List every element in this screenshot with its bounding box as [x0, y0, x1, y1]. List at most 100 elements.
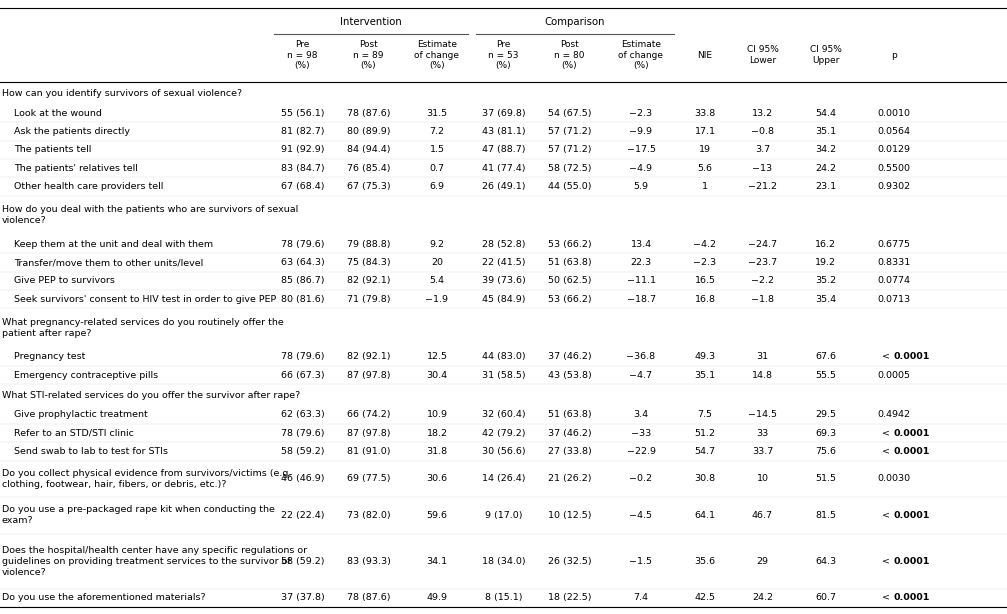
Text: CI 95%
Lower: CI 95% Lower [746, 45, 778, 65]
Text: 0.0564: 0.0564 [877, 127, 910, 136]
Text: 7.2: 7.2 [430, 127, 444, 136]
Text: 69.3: 69.3 [815, 429, 836, 438]
Text: 10: 10 [756, 475, 768, 483]
Text: 42 (79.2): 42 (79.2) [481, 429, 526, 438]
Text: 31.8: 31.8 [426, 447, 447, 456]
Text: 37 (46.2): 37 (46.2) [548, 352, 591, 362]
Text: 78 (79.6): 78 (79.6) [281, 240, 324, 249]
Text: 87 (97.8): 87 (97.8) [346, 371, 391, 380]
Text: Other health care providers tell: Other health care providers tell [14, 182, 163, 191]
Text: 21 (26.2): 21 (26.2) [548, 475, 591, 483]
Text: 71 (79.8): 71 (79.8) [346, 295, 391, 304]
Text: CI 95%
Upper: CI 95% Upper [810, 45, 842, 65]
Text: 1.5: 1.5 [430, 146, 444, 154]
Text: Comparison: Comparison [545, 17, 605, 27]
Text: <: < [882, 511, 892, 520]
Text: 0.8331: 0.8331 [877, 258, 910, 267]
Text: 22 (22.4): 22 (22.4) [281, 511, 324, 520]
Text: −13: −13 [752, 164, 772, 173]
Text: Send swab to lab to test for STIs: Send swab to lab to test for STIs [14, 447, 168, 456]
Text: 18.2: 18.2 [427, 429, 447, 438]
Text: Post
n = 89
(%): Post n = 89 (%) [353, 40, 384, 70]
Text: 82 (92.1): 82 (92.1) [346, 352, 391, 362]
Text: 85 (86.7): 85 (86.7) [281, 276, 324, 286]
Text: −4.9: −4.9 [629, 164, 653, 173]
Text: 73 (82.0): 73 (82.0) [346, 511, 391, 520]
Text: 29: 29 [756, 557, 768, 565]
Text: 59.6: 59.6 [427, 511, 447, 520]
Text: 0.5500: 0.5500 [877, 164, 910, 173]
Text: 51.5: 51.5 [815, 475, 836, 483]
Text: −4.2: −4.2 [694, 240, 717, 249]
Text: 9.2: 9.2 [430, 240, 444, 249]
Text: 47 (88.7): 47 (88.7) [481, 146, 526, 154]
Text: −0.8: −0.8 [751, 127, 774, 136]
Text: Do you use the aforementioned materials?: Do you use the aforementioned materials? [2, 593, 205, 602]
Text: 81 (82.7): 81 (82.7) [281, 127, 324, 136]
Text: Do you collect physical evidence from survivors/victims (e.g.
clothing, footwear: Do you collect physical evidence from su… [2, 468, 291, 489]
Text: How do you deal with the patients who are survivors of sexual
violence?: How do you deal with the patients who ar… [2, 205, 298, 225]
Text: −36.8: −36.8 [626, 352, 656, 362]
Text: 57 (71.2): 57 (71.2) [548, 146, 591, 154]
Text: 42.5: 42.5 [695, 593, 716, 602]
Text: 30 (56.6): 30 (56.6) [481, 447, 526, 456]
Text: Does the hospital/health center have any specific regulations or
guidelines on p: Does the hospital/health center have any… [2, 546, 307, 577]
Text: How can you identify survivors of sexual violence?: How can you identify survivors of sexual… [2, 89, 242, 98]
Text: 67.6: 67.6 [815, 352, 836, 362]
Text: 10.9: 10.9 [427, 410, 447, 419]
Text: NIE: NIE [698, 50, 713, 60]
Text: −1.8: −1.8 [751, 295, 774, 304]
Text: 78 (87.6): 78 (87.6) [346, 593, 391, 602]
Text: 58 (72.5): 58 (72.5) [548, 164, 591, 173]
Text: 57 (71.2): 57 (71.2) [548, 127, 591, 136]
Text: −17.5: −17.5 [626, 146, 656, 154]
Text: The patients' relatives tell: The patients' relatives tell [14, 164, 138, 173]
Text: 50 (62.5): 50 (62.5) [548, 276, 591, 286]
Text: 5.4: 5.4 [430, 276, 444, 286]
Text: 13.4: 13.4 [630, 240, 652, 249]
Text: 24.2: 24.2 [752, 593, 773, 602]
Text: 66 (74.2): 66 (74.2) [346, 410, 391, 419]
Text: 0.0001: 0.0001 [893, 447, 929, 456]
Text: 34.2: 34.2 [815, 146, 836, 154]
Text: 19: 19 [699, 146, 711, 154]
Text: Pregnancy test: Pregnancy test [14, 352, 86, 362]
Text: −14.5: −14.5 [748, 410, 777, 419]
Text: Keep them at the unit and deal with them: Keep them at the unit and deal with them [14, 240, 213, 249]
Text: Give prophylactic treatment: Give prophylactic treatment [14, 410, 148, 419]
Text: 64.3: 64.3 [815, 557, 836, 565]
Text: 55.5: 55.5 [815, 371, 836, 380]
Text: 30.4: 30.4 [426, 371, 447, 380]
Text: 54.7: 54.7 [695, 447, 716, 456]
Text: 54 (67.5): 54 (67.5) [548, 109, 591, 118]
Text: 51 (63.8): 51 (63.8) [548, 258, 591, 267]
Text: −1.9: −1.9 [426, 295, 448, 304]
Text: −24.7: −24.7 [748, 240, 777, 249]
Text: −0.2: −0.2 [629, 475, 653, 483]
Text: What pregnancy-related services do you routinely offer the
patient after rape?: What pregnancy-related services do you r… [2, 318, 284, 338]
Text: 13.2: 13.2 [752, 109, 773, 118]
Text: 63 (64.3): 63 (64.3) [281, 258, 324, 267]
Text: 26 (32.5): 26 (32.5) [548, 557, 591, 565]
Text: 0.0010: 0.0010 [877, 109, 910, 118]
Text: 44 (55.0): 44 (55.0) [548, 182, 591, 191]
Text: Pre
n = 98
(%): Pre n = 98 (%) [287, 40, 318, 70]
Text: 0.0001: 0.0001 [893, 429, 929, 438]
Text: 62 (63.3): 62 (63.3) [281, 410, 324, 419]
Text: 16.8: 16.8 [695, 295, 716, 304]
Text: 0.0005: 0.0005 [877, 371, 910, 380]
Text: 64.1: 64.1 [695, 511, 716, 520]
Text: 53 (66.2): 53 (66.2) [548, 295, 591, 304]
Text: −23.7: −23.7 [748, 258, 777, 267]
Text: 75.6: 75.6 [815, 447, 836, 456]
Text: 81.5: 81.5 [815, 511, 836, 520]
Text: 0.0774: 0.0774 [877, 276, 910, 286]
Text: 35.1: 35.1 [695, 371, 716, 380]
Text: Post
n = 80
(%): Post n = 80 (%) [554, 40, 585, 70]
Text: 6.9: 6.9 [430, 182, 444, 191]
Text: 46 (46.9): 46 (46.9) [281, 475, 324, 483]
Text: 26 (49.1): 26 (49.1) [481, 182, 526, 191]
Text: 5.9: 5.9 [633, 182, 649, 191]
Text: <: < [882, 593, 892, 602]
Text: Estimate
of change
(%): Estimate of change (%) [415, 40, 459, 70]
